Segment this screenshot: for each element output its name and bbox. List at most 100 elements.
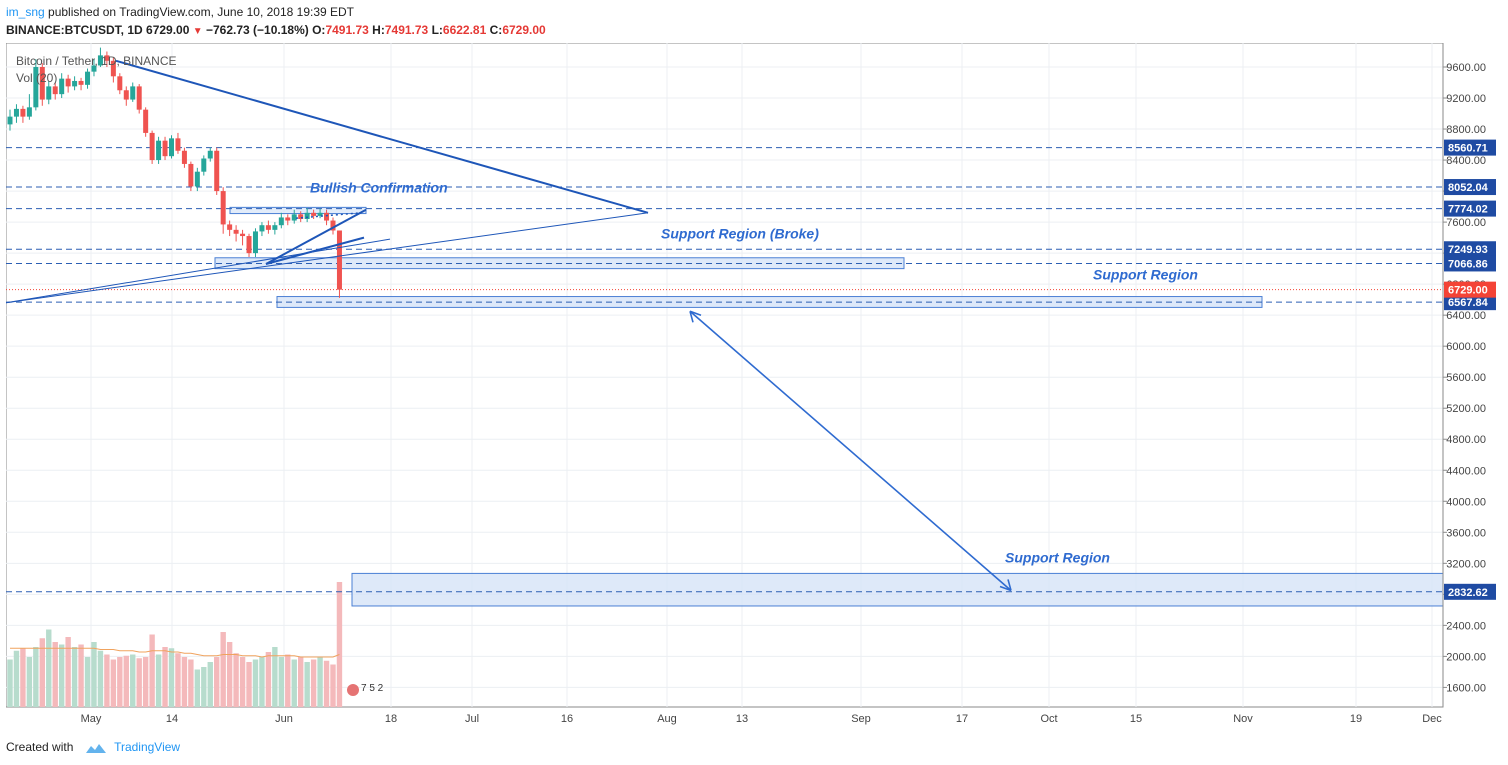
x-tick-label: 19 bbox=[1350, 713, 1362, 725]
y-tick-label: 4800.00 bbox=[1446, 434, 1486, 446]
candle-body bbox=[123, 90, 129, 100]
tradingview-link[interactable]: TradingView bbox=[114, 740, 181, 754]
x-tick-label: Nov bbox=[1233, 713, 1253, 725]
volume-bar bbox=[259, 657, 265, 707]
y-tick-label: 5600.00 bbox=[1446, 372, 1486, 384]
level-price-tag-label: 7066.86 bbox=[1448, 258, 1488, 270]
level-price-tag bbox=[1444, 294, 1496, 311]
volume-bar bbox=[104, 654, 110, 707]
volume-bar bbox=[330, 664, 336, 707]
price-axis: 1600.002000.002400.002800.003200.003600.… bbox=[1442, 43, 1496, 707]
candle-body bbox=[246, 236, 252, 254]
y-tick-label: 7600.00 bbox=[1446, 217, 1486, 229]
candle-body bbox=[233, 229, 239, 234]
candle-body bbox=[311, 212, 317, 216]
wedge-line-upper bbox=[265, 236, 365, 265]
x-tick-label: May bbox=[81, 713, 102, 725]
price-change: −762.73 (−10.18%) bbox=[206, 23, 309, 37]
candle-body bbox=[26, 107, 32, 117]
support-zone bbox=[351, 572, 1444, 607]
x-tick-label: Jul bbox=[465, 713, 479, 725]
level-price-tag bbox=[1444, 241, 1496, 258]
x-tick-label: Dec bbox=[1422, 713, 1442, 725]
candle-body bbox=[85, 71, 91, 85]
level-price-tag-label: 8560.71 bbox=[1448, 143, 1488, 155]
candle-body bbox=[214, 150, 220, 192]
channel-line bbox=[6, 238, 391, 304]
candle-body bbox=[162, 140, 168, 157]
author-link[interactable]: im_sng bbox=[6, 5, 45, 19]
x-tick-label: 15 bbox=[1130, 713, 1142, 725]
candle-body bbox=[65, 78, 71, 87]
dotted-line bbox=[295, 212, 362, 219]
candle-body bbox=[220, 191, 226, 225]
volume-bar bbox=[278, 657, 285, 707]
volume-bar bbox=[168, 648, 175, 707]
candle-body bbox=[117, 76, 123, 91]
volume-bar bbox=[123, 655, 129, 707]
volume-bar bbox=[149, 634, 155, 707]
y-tick-label: 8400.00 bbox=[1446, 155, 1486, 167]
volume-bar bbox=[7, 659, 13, 707]
support-zones bbox=[214, 206, 1444, 607]
candle-body bbox=[104, 55, 110, 61]
candle-body bbox=[240, 233, 246, 237]
candle-body bbox=[149, 132, 155, 161]
legend-series: Bitcoin / Tether, 1D, BINANCE bbox=[16, 54, 177, 68]
y-tick-label: 8800.00 bbox=[1446, 124, 1486, 136]
volume-ma-line bbox=[10, 647, 340, 658]
current-price-tag-label: 6729.00 bbox=[1448, 285, 1488, 297]
low-label: L: bbox=[431, 23, 443, 37]
publish-info: im_sng published on TradingView.com, Jun… bbox=[6, 4, 354, 20]
ohlc-bar: BINANCE:BTCUSDT, 1D 6729.00 ▼ −762.73 (−… bbox=[6, 22, 546, 38]
x-tick-label: Aug bbox=[657, 713, 677, 725]
annotation-label: Bullish Confirmation bbox=[310, 180, 448, 196]
volume-bar bbox=[239, 657, 246, 707]
level-price-tag bbox=[1444, 139, 1496, 156]
volume-bar bbox=[136, 658, 142, 707]
price-chart[interactable]: Bullish Confirmation Support Region (Brok… bbox=[6, 43, 1502, 736]
candle-body bbox=[336, 230, 342, 290]
plot-frame bbox=[6, 43, 1444, 708]
current-price-tag bbox=[1444, 281, 1496, 298]
y-tick-label: 2400.00 bbox=[1446, 620, 1486, 632]
level-price-tag bbox=[1444, 200, 1496, 217]
candle-body bbox=[175, 138, 181, 151]
volume-bar bbox=[142, 657, 149, 707]
volume-bar bbox=[265, 652, 272, 707]
volume-bar bbox=[233, 653, 239, 707]
volume-bar bbox=[304, 662, 310, 707]
candlesticks bbox=[7, 47, 342, 298]
y-tick-label: 2000.00 bbox=[1446, 651, 1486, 663]
candle-body bbox=[7, 116, 13, 125]
x-tick-label: 13 bbox=[736, 713, 748, 725]
volume-bar bbox=[130, 654, 136, 707]
candle-body bbox=[110, 60, 116, 77]
volume-bar bbox=[272, 647, 278, 707]
volume-bar bbox=[298, 657, 304, 707]
level-price-tag bbox=[1444, 179, 1496, 196]
annotation-label: Support Region (Broke) bbox=[661, 225, 819, 241]
volume-bar bbox=[58, 644, 65, 707]
candle-body bbox=[252, 231, 258, 254]
x-tick-label: 14 bbox=[166, 713, 178, 725]
trend-lines bbox=[6, 59, 1012, 592]
y-tick-label: 5200.00 bbox=[1446, 403, 1486, 415]
high-label: H: bbox=[372, 23, 385, 37]
x-tick-label: Jun bbox=[275, 713, 293, 725]
volume-bar bbox=[252, 659, 259, 707]
volume-bar bbox=[162, 647, 168, 707]
candle-body bbox=[227, 224, 233, 230]
volume-bar bbox=[52, 642, 58, 707]
x-tick-label: 17 bbox=[956, 713, 968, 725]
tradingview-logo-icon bbox=[85, 743, 106, 753]
annotation-label: Support Region bbox=[1005, 550, 1110, 566]
volume-bar bbox=[175, 653, 181, 707]
candle-body bbox=[324, 212, 330, 221]
volume-bar bbox=[323, 660, 330, 707]
candle-body bbox=[259, 225, 265, 232]
close-label: C: bbox=[489, 23, 503, 37]
y-tick-label: 3600.00 bbox=[1446, 527, 1486, 539]
high-value: 7491.73 bbox=[384, 23, 429, 37]
volume-bar bbox=[188, 659, 194, 707]
